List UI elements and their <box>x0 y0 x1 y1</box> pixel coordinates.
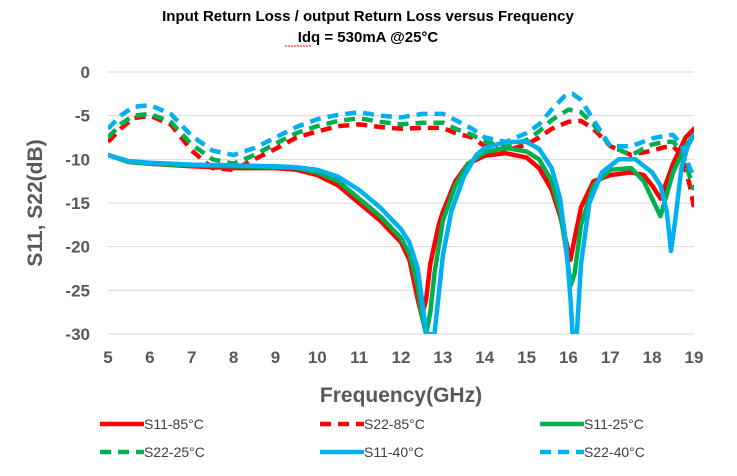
x-tick-label: 12 <box>392 348 411 367</box>
x-tick-label: 8 <box>229 348 238 367</box>
legend-label: S11-25°C <box>584 416 644 432</box>
x-axis-ticks: 5 6 7 8 9 10 11 12 13 14 15 16 17 18 19 <box>103 348 703 367</box>
y-tick-label: -20 <box>65 238 90 257</box>
legend-item: S11-25°C <box>540 416 644 432</box>
series-line-s22-25-c <box>108 107 694 191</box>
legend-item: S22-85°C <box>320 416 425 432</box>
x-tick-label: 13 <box>433 348 452 367</box>
x-tick-label: 18 <box>643 348 662 367</box>
chart-subtitle: Idq = 530mA @25°C <box>298 29 439 46</box>
series-line-s11-40-c <box>108 132 694 334</box>
legend-label: S22-25°C <box>144 444 205 460</box>
series-line-s22-40-c <box>108 91 694 178</box>
x-tick-label: 10 <box>308 348 327 367</box>
legend-label: S11-40°C <box>364 444 424 460</box>
legend-item: S22-40°C <box>540 444 645 460</box>
legend-label: S11-85°C <box>144 416 204 432</box>
legend-item: S22-25°C <box>100 444 205 460</box>
chart-title: Input Return Loss / output Return Loss v… <box>162 8 574 25</box>
legend: S11-85°C S22-85°C S11-25°C S22-25°C S11-40°C… <box>100 416 645 460</box>
y-tick-label: -5 <box>75 107 90 126</box>
x-tick-label: 11 <box>350 348 368 367</box>
y-axis-ticks: 0 -5 -10 -15 -20 -25 -30 <box>65 63 90 344</box>
x-tick-label: 5 <box>103 348 112 367</box>
y-axis-title: S11, S22(dB) <box>24 139 47 266</box>
series-layer <box>108 91 694 334</box>
x-tick-label: 16 <box>559 348 578 367</box>
x-tick-label: 14 <box>475 348 494 367</box>
x-tick-label: 19 <box>685 348 704 367</box>
legend-label: S22-85°C <box>364 416 425 432</box>
x-axis-title: Frequency(GHz) <box>320 384 482 407</box>
y-tick-label: 0 <box>81 63 90 82</box>
series-line-s22-85-c <box>108 113 694 208</box>
y-tick-label: -10 <box>65 150 90 169</box>
legend-item: S11-40°C <box>320 444 424 460</box>
y-tick-label: -30 <box>65 325 90 344</box>
x-tick-label: 7 <box>187 348 196 367</box>
x-tick-label: 15 <box>517 348 536 367</box>
legend-label: S22-40°C <box>584 444 645 460</box>
x-tick-label: 6 <box>145 348 154 367</box>
y-tick-label: -25 <box>65 281 90 300</box>
legend-item: S11-85°C <box>100 416 204 432</box>
gridlines <box>108 71 694 335</box>
y-tick-label: -15 <box>65 194 90 213</box>
x-tick-label: 17 <box>601 348 620 367</box>
x-tick-label: 9 <box>271 348 280 367</box>
